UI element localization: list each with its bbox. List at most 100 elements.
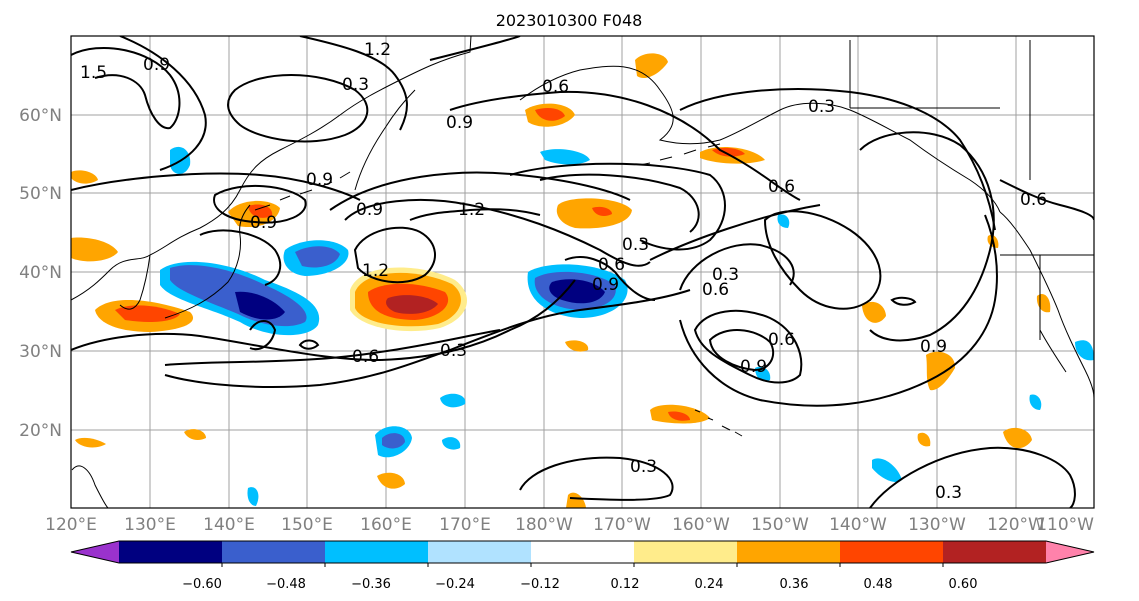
colorbar-tick-label: −0.36 — [351, 577, 391, 592]
lat-label: 20°N — [19, 421, 62, 441]
contour-label: 0.6 — [598, 255, 625, 275]
contour-label: 0.6 — [768, 177, 795, 197]
contour-label: 0.9 — [250, 213, 277, 233]
contour-line — [429, 36, 521, 61]
anomaly-pos-small-6 — [75, 437, 106, 448]
contour-label: 0.9 — [740, 357, 767, 377]
contour-label: 1.5 — [80, 63, 107, 83]
lat-label: 50°N — [19, 184, 62, 204]
shaded-anomalies — [71, 53, 1094, 508]
contour-label: 0.9 — [592, 275, 619, 295]
anomaly-pos-east-2 — [926, 351, 956, 391]
contour-line — [409, 208, 541, 221]
colorbar-segment — [737, 541, 841, 563]
anomaly-pos-east-1 — [862, 301, 886, 323]
coastline-hawaii — [694, 409, 743, 437]
anomaly-neg-hawaii-east — [872, 458, 902, 483]
colorbar-tick-label: 0.12 — [611, 577, 640, 592]
lon-label: 150°W — [751, 515, 809, 535]
anomaly-neg-small-3 — [1029, 394, 1042, 410]
colorbar-tick-label: −0.48 — [266, 577, 306, 592]
contour-line — [708, 329, 775, 372]
lon-label: 150°E — [281, 515, 333, 535]
anomaly-pos-small-2 — [377, 472, 405, 489]
anomaly-pos-sakhalin-2 — [248, 204, 273, 218]
anomaly-pos-bering-2 — [535, 108, 565, 121]
contour-line — [71, 47, 181, 130]
anomaly-pos-korea-2 — [115, 305, 180, 322]
contour-line — [164, 289, 691, 388]
anomaly-pos-nw-pacific-4 — [386, 295, 438, 314]
coastline-japan — [164, 204, 251, 319]
colorbar-tick-label: −0.12 — [520, 577, 560, 592]
map-plot-area: 1.5 0.9 1.2 0.3 0.9 0.6 0.3 0.9 0.9 1.2 … — [70, 35, 1095, 509]
contour-label: 0.9 — [446, 113, 473, 133]
colorbar-extend-low — [71, 541, 119, 563]
anomaly-pos-small-4 — [566, 492, 586, 508]
lon-label: 170°E — [439, 515, 491, 535]
contour-line — [344, 199, 651, 267]
colorbar-segment — [325, 541, 429, 563]
contour-line — [119, 36, 207, 171]
contour-line — [227, 74, 369, 143]
contour-line — [564, 256, 656, 301]
anomaly-pos-small-3 — [71, 170, 98, 184]
contour-line — [999, 179, 1094, 221]
contour-label: 0.3 — [808, 97, 835, 117]
colorbar-tick-label: −0.60 — [182, 577, 222, 592]
lat-label: 40°N — [19, 263, 62, 283]
anomaly-pos-small-5 — [917, 432, 931, 447]
colorbar-tick-label: 0.24 — [695, 577, 724, 592]
contour-label: 1.2 — [362, 261, 389, 281]
contour-label: 0.9 — [306, 170, 333, 190]
contour-line — [299, 36, 408, 131]
anomaly-neg-subtropic-2 — [440, 393, 466, 408]
contour-line — [859, 131, 995, 342]
contour-label: 0.3 — [622, 235, 649, 255]
contour-label: 1.2 — [458, 200, 485, 220]
contour-label: 0.3 — [342, 75, 369, 95]
anomaly-pos-north-pacific-2 — [592, 206, 612, 216]
anomaly-neg-subtropic-1b — [382, 433, 405, 449]
colorbar-segment — [531, 541, 635, 563]
contour-line — [519, 456, 674, 501]
contour-line — [869, 446, 1076, 508]
lon-label: 110°W — [1036, 515, 1094, 535]
contour-lines — [71, 36, 1094, 508]
contour-label: 0.3 — [712, 265, 739, 285]
anomaly-pos-arctic — [635, 53, 668, 79]
colorbar-extend-high — [1046, 541, 1094, 563]
colorbar-tick-label: 0.60 — [949, 577, 978, 592]
contour-label: 0.9 — [920, 337, 947, 357]
coastline-asia — [71, 36, 472, 301]
contour-label: 0.3 — [935, 483, 962, 503]
border-us-canada — [849, 40, 1094, 340]
contour-labels: 1.5 0.9 1.2 0.3 0.9 0.6 0.3 0.9 0.9 1.2 … — [80, 40, 1047, 503]
anomaly-pos-hawaii-2 — [668, 411, 690, 421]
colorbar-ticks: −0.60 −0.48 −0.36 −0.24 −0.12 0.12 0.24 … — [182, 577, 977, 592]
anomaly-neg-small-2 — [247, 487, 259, 506]
colorbar-segment — [222, 541, 326, 563]
contour-label: 0.6 — [352, 347, 379, 367]
contour-line — [164, 329, 501, 366]
contour-line — [329, 171, 631, 211]
lon-label: 160°E — [360, 515, 412, 535]
anomaly-neg-japan-3 — [235, 291, 285, 320]
longitude-labels: 120°E 130°E 140°E 150°E 160°E 170°E 180°… — [45, 515, 1094, 535]
lon-label: 130°W — [908, 515, 966, 535]
contour-line — [298, 339, 320, 350]
lon-label: 140°W — [829, 515, 887, 535]
anomaly-neg-dateline-3 — [549, 279, 605, 304]
contour-line — [693, 309, 803, 384]
lat-label: 30°N — [19, 342, 62, 362]
contour-label: 1.2 — [364, 40, 391, 60]
colorbar-segment — [840, 541, 944, 563]
coastline-korea — [119, 254, 151, 310]
contour-label: 0.9 — [356, 200, 383, 220]
coastline-north-america — [999, 211, 1094, 399]
anomaly-pos-small-1 — [184, 429, 206, 440]
coastline-baja — [1039, 329, 1067, 373]
colorbar-tick-label: 0.48 — [864, 577, 893, 592]
contour-line — [449, 90, 801, 201]
